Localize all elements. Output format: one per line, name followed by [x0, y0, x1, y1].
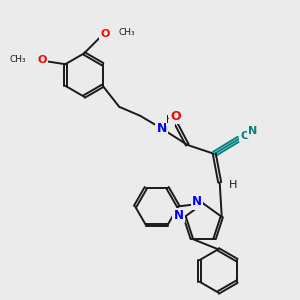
Text: CH₃: CH₃ [10, 55, 26, 64]
Text: N: N [248, 126, 257, 136]
Text: H: H [229, 180, 237, 190]
Text: O: O [171, 110, 181, 123]
Text: N: N [174, 209, 184, 222]
Text: CH₃: CH₃ [118, 28, 135, 37]
Text: O: O [100, 29, 110, 39]
Text: O: O [38, 55, 47, 65]
Text: C: C [240, 131, 248, 141]
Text: N: N [157, 122, 167, 135]
Text: H: H [166, 115, 174, 125]
Text: N: N [192, 195, 202, 208]
